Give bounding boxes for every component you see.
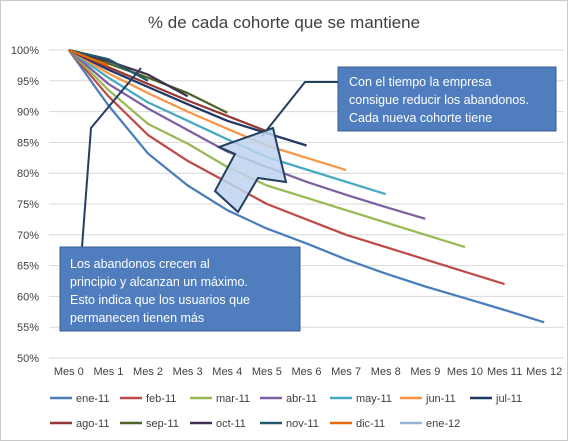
x-tick-label: Mes 4: [212, 366, 242, 378]
x-tick-label: Mes 1: [93, 366, 123, 378]
callout-early-dropoff-line-1: Los abandonos crecen al: [70, 257, 210, 271]
callout-improvement-pointer: [261, 81, 338, 137]
callout-early-dropoff-line-3: Esto indica que los usuarios que: [70, 293, 250, 307]
y-tick-label: 85%: [17, 137, 39, 149]
series-line-mar-11: [68, 49, 466, 249]
y-tick-label: 95%: [17, 76, 39, 88]
callout-early-dropoff: Los abandonos crecen al principio y alca…: [59, 67, 301, 332]
y-tick-label: 80%: [17, 168, 39, 180]
callout-early-dropoff-box: [59, 246, 301, 332]
y-tick-label: 75%: [17, 199, 39, 211]
series-line-feb-11: [67, 49, 505, 286]
callout-early-dropoff-line-4: permanecen tienen más: [70, 311, 204, 325]
y-tick-label: 65%: [17, 261, 39, 273]
x-tick-label: Mes 6: [292, 366, 322, 378]
legend-label-ene-12: ene-12: [426, 418, 460, 430]
x-tick-label: Mes 5: [252, 366, 282, 378]
x-tick-label: Mes 2: [133, 366, 163, 378]
x-tick-label: Mes 9: [410, 366, 440, 378]
x-tick-label: Mes 10: [447, 366, 483, 378]
callout-improvement-box: [337, 66, 557, 132]
legend-label-dic-11: dic-11: [356, 418, 385, 430]
series-line-nov-11: [68, 48, 149, 82]
legend: ene-11 feb-11 mar-11 abr-11 may-11 jun-11 jul-…: [50, 393, 522, 430]
series-line-ago-11: [68, 48, 268, 133]
callout-improvement-line-2: consigue reducir los abandonos.: [349, 93, 529, 107]
y-tick-label: 70%: [17, 230, 39, 242]
legend-label-jul-11: jul-11: [495, 393, 522, 405]
x-tick-label: Mes 7: [331, 366, 361, 378]
y-tick-label: 50%: [17, 353, 39, 365]
y-tick-label: 100%: [11, 45, 39, 57]
x-tick-label: Mes 3: [173, 366, 203, 378]
callout-improvement: Con el tiempo la empresa consigue reduci…: [261, 66, 557, 137]
legend-label-ene-11: ene-11: [76, 393, 109, 405]
callout-early-dropoff-pointer: [81, 67, 142, 248]
y-axis-ticks: 50% 55% 60% 65% 70% 75% 80% 85% 90% 95% 100%: [11, 45, 39, 365]
series-line-may-11: [68, 49, 387, 196]
legend-label-feb-11: feb-11: [146, 393, 176, 405]
callout-early-dropoff-line-2: principio y alcanzan un máximo.: [70, 275, 248, 289]
chart-title: % de cada cohorte que se mantiene: [148, 13, 420, 32]
legend-label-may-11: may-11: [356, 393, 392, 405]
legend-label-ago-11: ago-11: [76, 418, 109, 430]
series-lines: [67, 48, 545, 324]
series-line-dic-11: [68, 48, 109, 67]
legend-label-oct-11: oct-11: [216, 418, 246, 430]
y-tick-label: 60%: [17, 291, 39, 303]
x-axis-ticks: Mes 0 Mes 1 Mes 2 Mes 3 Mes 4 Mes 5 Mes 6 Mes 7…: [54, 366, 562, 378]
legend-label-sep-11: sep-11: [146, 418, 179, 430]
legend-label-nov-11: nov-11: [286, 418, 319, 430]
x-tick-label: Mes 8: [371, 366, 401, 378]
legend-label-jun-11: jun-11: [425, 393, 456, 405]
x-tick-label: Mes 12: [526, 366, 562, 378]
callout-improvement-line-3: Cada nueva cohorte tiene: [349, 111, 492, 125]
legend-label-abr-11: abr-11: [286, 393, 317, 405]
callout-improvement-line-1: Con el tiempo la empresa: [349, 75, 491, 89]
y-tick-label: 90%: [17, 107, 39, 119]
series-line-ene-11: [67, 49, 545, 324]
series-line-jun-11: [68, 49, 347, 172]
legend-label-mar-11: mar-11: [216, 393, 250, 405]
y-tick-label: 55%: [17, 322, 39, 334]
x-tick-label: Mes 11: [487, 366, 522, 378]
x-tick-label: Mes 0: [54, 366, 84, 378]
improvement-arrow-icon: [213, 126, 288, 214]
